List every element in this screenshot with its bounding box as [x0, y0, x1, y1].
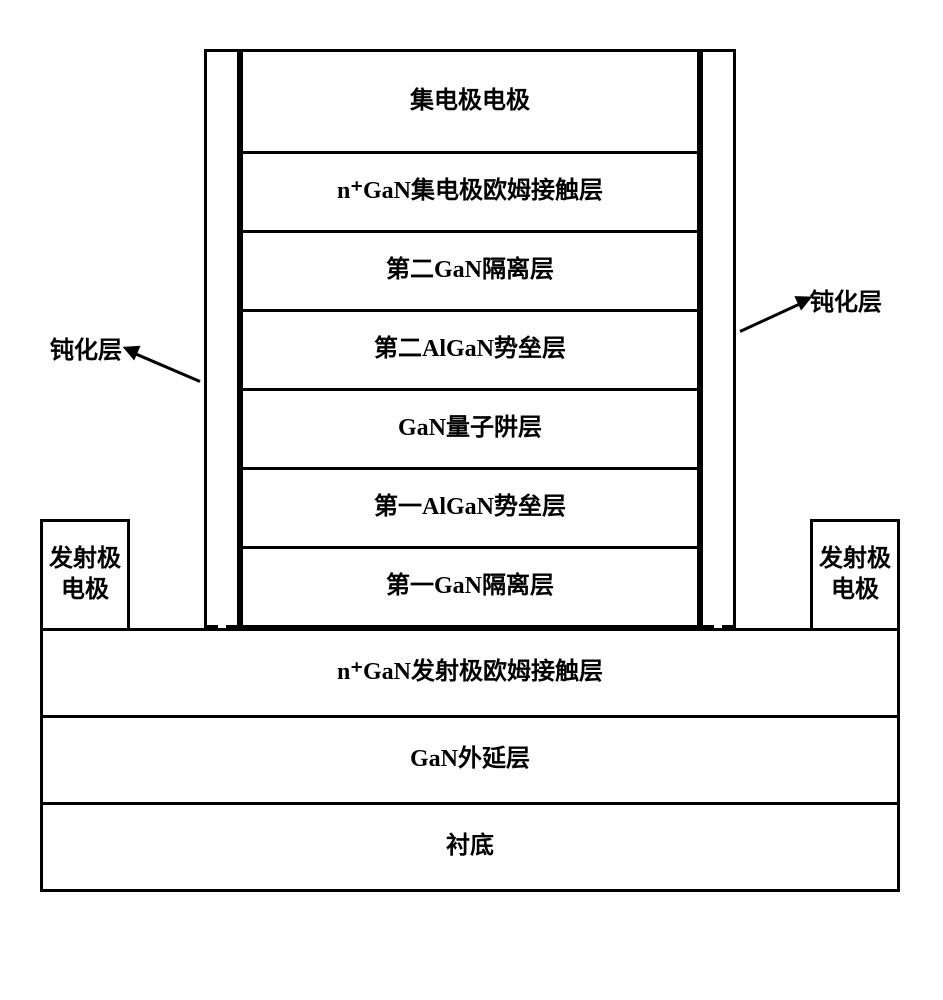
mid-layer-3: GaN量子阱层 [240, 388, 700, 470]
passivation-left-outer [204, 49, 218, 628]
mid-layer-5: 第一GaN隔离层 [240, 546, 700, 628]
mid-layer-1: 第二GaN隔离层 [240, 230, 700, 312]
passivation-arrow-right-line [739, 300, 805, 333]
bottom-layer-0: n⁺GaN发射极欧姆接触层 [40, 628, 900, 718]
passivation-right-outer [722, 49, 736, 628]
passivation-right-inner [700, 49, 714, 628]
emitter-electrode-right: 发射极 电极 [810, 519, 900, 631]
passivation-arrow-left-head [119, 339, 140, 360]
bottom-layer-1: GaN外延层 [40, 715, 900, 805]
mid-layer-0: n⁺GaN集电极欧姆接触层 [240, 151, 700, 233]
mid-layer-4: 第一AlGaN势垒层 [240, 467, 700, 549]
bottom-layer-2: 衬底 [40, 802, 900, 892]
passivation-left-inner [226, 49, 240, 628]
passivation-left-top [204, 49, 240, 63]
emitter-electrode-left: 发射极 电极 [40, 519, 130, 631]
passivation-right-top [700, 49, 736, 63]
passivation-label-right: 钝化层 [810, 282, 882, 317]
passivation-arrow-left-line [129, 350, 200, 383]
passivation-label-left: 钝化层 [50, 330, 122, 365]
mid-layer-2: 第二AlGaN势垒层 [240, 309, 700, 391]
collector-electrode: 集电极电极 [240, 49, 700, 154]
